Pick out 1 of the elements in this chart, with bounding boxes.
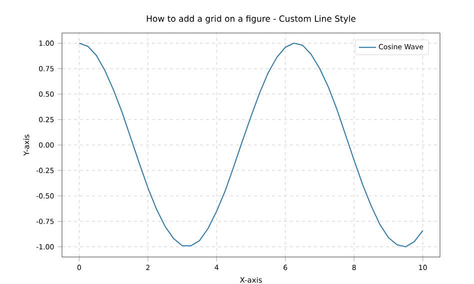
chart-title: How to add a grid on a figure - Custom Line Style	[146, 15, 356, 24]
